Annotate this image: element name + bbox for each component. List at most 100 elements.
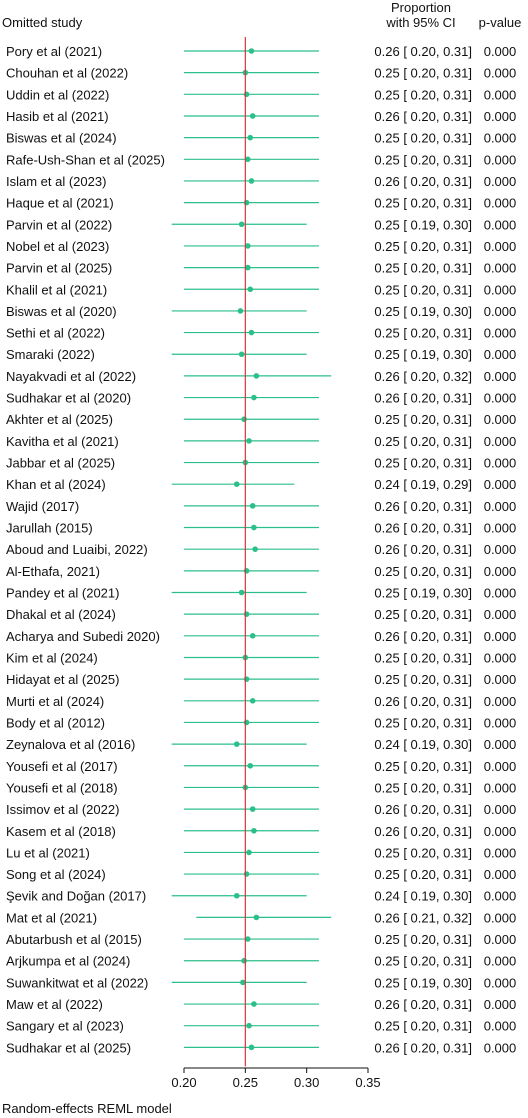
p-value: 0.000: [484, 607, 517, 622]
ci-text: 0.25 [ 0.20, 0.31]: [374, 282, 472, 297]
ci-text: 0.25 [ 0.20, 0.31]: [374, 131, 472, 146]
point-estimate: [248, 1044, 255, 1051]
point-estimate: [244, 243, 251, 249]
point-estimate: [241, 416, 247, 423]
ci-text: 0.24 [ 0.19, 0.30]: [374, 737, 472, 752]
p-value: 0.000: [484, 650, 517, 665]
study-row: Sethi et al (2022) 0.25 [ 0.20, 0.31] 0.00…: [6, 326, 516, 341]
p-value: 0.000: [484, 66, 517, 81]
p-value: 0.000: [484, 174, 517, 189]
header-omitted-study: Omitted study: [2, 15, 83, 30]
p-value: 0.000: [484, 889, 517, 904]
study-label: Khan et al (2024): [6, 477, 106, 492]
study-row: Hidayat et al (2025) 0.25 [ 0.20, 0.31] 0.…: [6, 672, 516, 687]
p-value: 0.000: [484, 131, 517, 146]
study-row: Acharya and Subedi 2020) 0.26 [ 0.20, 0.3…: [6, 629, 516, 644]
p-value: 0.000: [484, 196, 517, 211]
ci-text: 0.25 [ 0.20, 0.31]: [374, 954, 472, 969]
ci-text: 0.25 [ 0.20, 0.31]: [374, 607, 472, 622]
study-row: Maw et al (2022) 0.26 [ 0.20, 0.31] 0.000: [6, 997, 516, 1012]
point-estimate: [244, 264, 251, 271]
point-estimate: [251, 827, 257, 834]
point-estimate: [249, 503, 256, 509]
study-label: Sudhakar et al (2020): [6, 391, 131, 406]
study-row: Jarullah (2015) 0.26 [ 0.20, 0.31] 0.000: [6, 521, 516, 536]
study-label: Hidayat et al (2025): [6, 672, 119, 687]
study-label: Yousefi et al (2017): [6, 759, 118, 774]
study-label: Sethi et al (2022): [6, 326, 105, 341]
x-tick-label: 0.20: [171, 1075, 196, 1090]
ci-text: 0.26 [ 0.20, 0.31]: [374, 174, 472, 189]
point-estimate: [238, 221, 245, 228]
ci-text: 0.25 [ 0.20, 0.31]: [374, 412, 472, 427]
p-value: 0.000: [484, 867, 517, 882]
ci-text: 0.25 [ 0.20, 0.31]: [374, 456, 472, 471]
study-label: Abutarbush et al (2015): [6, 932, 142, 947]
point-estimate: [244, 936, 251, 942]
study-label: Parvin et al (2022): [6, 217, 112, 232]
study-label: Chouhan et al (2022): [6, 66, 128, 81]
point-estimate: [247, 286, 254, 293]
ci-text: 0.26 [ 0.20, 0.31]: [374, 694, 472, 709]
point-estimate: [237, 308, 244, 314]
point-estimate: [243, 719, 250, 726]
study-row: Haque et al (2021) 0.25 [ 0.20, 0.31] 0.00…: [6, 196, 516, 211]
study-row: Parvin et al (2025) 0.25 [ 0.20, 0.31] 0.0…: [6, 261, 516, 276]
p-value: 0.000: [484, 1019, 517, 1034]
study-row: Mat et al (2021) 0.26 [ 0.21, 0.32] 0.000: [6, 910, 516, 925]
ci-text: 0.25 [ 0.20, 0.31]: [374, 1019, 472, 1034]
study-label: Khalil et al (2021): [6, 282, 107, 297]
study-row: Khan et al (2024) 0.24 [ 0.19, 0.29] 0.000: [6, 477, 516, 492]
ci-text: 0.25 [ 0.20, 0.31]: [374, 932, 472, 947]
study-row: Abutarbush et al (2015) 0.25 [ 0.20, 0.31…: [6, 932, 516, 947]
study-row: Biswas et al (2024) 0.25 [ 0.20, 0.31] 0.0…: [6, 131, 516, 146]
point-estimate: [246, 1022, 252, 1029]
study-label: Islam et al (2023): [6, 174, 106, 189]
study-label: Kim et al (2024): [6, 650, 98, 665]
study-label: Aboud and Luaibi, 2022): [6, 542, 148, 557]
study-row: Issimov et al (2022) 0.26 [ 0.20, 0.31] 0.…: [6, 802, 516, 817]
p-value: 0.000: [484, 521, 517, 536]
point-estimate: [251, 394, 257, 401]
p-value: 0.000: [484, 759, 517, 774]
ci-text: 0.24 [ 0.19, 0.30]: [374, 889, 472, 904]
point-estimate: [249, 698, 256, 704]
point-estimate: [243, 91, 250, 98]
ci-text: 0.25 [ 0.19, 0.30]: [374, 347, 472, 362]
ci-text: 0.25 [ 0.19, 0.30]: [374, 304, 472, 319]
ci-text: 0.25 [ 0.20, 0.31]: [374, 564, 472, 579]
ci-text: 0.26 [ 0.20, 0.31]: [374, 824, 472, 839]
header-proportion: Proportion: [391, 0, 451, 15]
study-row: Al-Ethafa, 2021) 0.25 [ 0.20, 0.31] 0.000: [6, 564, 516, 579]
study-label: Uddin et al (2022): [6, 87, 109, 102]
study-row: Song et al (2024) 0.25 [ 0.20, 0.31] 0.000: [6, 867, 516, 882]
study-row: Hasib et al (2021) 0.26 [ 0.20, 0.31] 0.00…: [6, 109, 516, 124]
study-row: Pory et al (2021) 0.26 [ 0.20, 0.31] 0.000: [6, 44, 516, 59]
point-estimate: [243, 611, 250, 617]
study-row: Islam et al (2023) 0.26 [ 0.20, 0.31] 0.00…: [6, 174, 516, 189]
study-label: Biswas et al (2024): [6, 131, 117, 146]
ci-text: 0.25 [ 0.20, 0.31]: [374, 867, 472, 882]
study-label: Sudhakar et al (2025): [6, 1040, 131, 1055]
point-estimate: [247, 762, 254, 769]
study-label: Maw et al (2022): [6, 997, 103, 1012]
point-estimate: [247, 134, 254, 141]
point-estimate: [248, 178, 255, 184]
p-value: 0.000: [484, 369, 517, 384]
p-value: 0.000: [484, 564, 517, 579]
study-row: Dhakal et al (2024) 0.25 [ 0.20, 0.31] 0.0…: [6, 607, 516, 622]
p-value: 0.000: [484, 412, 517, 427]
study-label: Murti et al (2024): [6, 694, 104, 709]
study-row: Nobel et al (2023) 0.25 [ 0.20, 0.31] 0.00…: [6, 239, 516, 254]
p-value: 0.000: [484, 737, 517, 752]
study-label: Body et al (2012): [6, 715, 105, 730]
study-row: Smaraki (2022) 0.25 [ 0.19, 0.30] 0.000: [6, 347, 516, 362]
p-value: 0.000: [484, 282, 517, 297]
study-label: Hasib et al (2021): [6, 109, 109, 124]
study-label: Zeynalova et al (2016): [6, 737, 135, 752]
point-estimate: [248, 48, 255, 54]
study-rows: Pory et al (2021) 0.26 [ 0.20, 0.31] 0.000…: [6, 37, 517, 1067]
study-row: Lu et al (2021) 0.25 [ 0.20, 0.31] 0.000: [6, 845, 516, 860]
study-row: Sangary et al (2023) 0.25 [ 0.20, 0.31] 0.…: [6, 1019, 516, 1034]
